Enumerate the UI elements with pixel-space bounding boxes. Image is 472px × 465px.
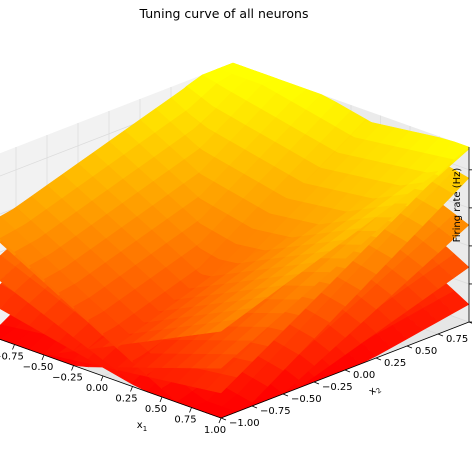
x-tick-mark [41,354,45,361]
x-tick-label: 1.00 [204,425,226,436]
y-tick-label: −1.00 [229,418,260,429]
x-tick-mark [12,344,15,350]
x-tick-label: 0.50 [145,404,167,415]
z-axis-label: Firing rate (Hz) [452,168,463,243]
y-tick-label: −0.25 [322,382,353,393]
x-tick-label: −0.75 [0,352,24,363]
surface-patch [205,319,237,334]
x-tick-label: 0.75 [174,415,196,426]
y-tick-label: 0.00 [353,370,375,381]
y-tick-mark [375,357,382,361]
y-tick-mark [251,405,258,409]
surface-patch [205,373,237,394]
x-tick-label: 0.25 [115,394,137,405]
chart-title: Tuning curve of all neurons [139,6,309,21]
tick-label-group: −1.00−0.75−0.50−0.250.000.250.500.751.00… [0,334,468,436]
y-tick-mark [344,369,351,373]
surface-patch [205,354,238,369]
y-tick-mark [313,381,320,385]
x-tick-label: −0.25 [52,373,83,384]
x-tick-mark [159,396,163,403]
y-tick-mark [282,393,289,397]
x-tick-mark [218,417,222,424]
y-tick-label: −0.50 [291,394,322,405]
y-tick-label: −0.75 [260,406,291,417]
y-tick-mark [406,345,413,349]
x-tick-mark [100,375,104,382]
x-axis-label: x1 [137,420,147,433]
y-tick-label: 0.25 [384,358,406,369]
x-tick-mark [71,365,74,371]
y-tick-label: 0.50 [415,346,437,357]
x-tick-mark [130,386,133,392]
x-tick-label: −0.50 [23,362,54,373]
x-tick-label: 0.00 [86,383,108,394]
surface-group [0,62,470,419]
y-tick-mark [220,417,227,421]
y-axis-label: x2 [367,382,383,399]
x-tick-mark [189,407,192,413]
y-tick-label: 0.75 [446,334,468,345]
y-tick-mark [437,333,444,337]
